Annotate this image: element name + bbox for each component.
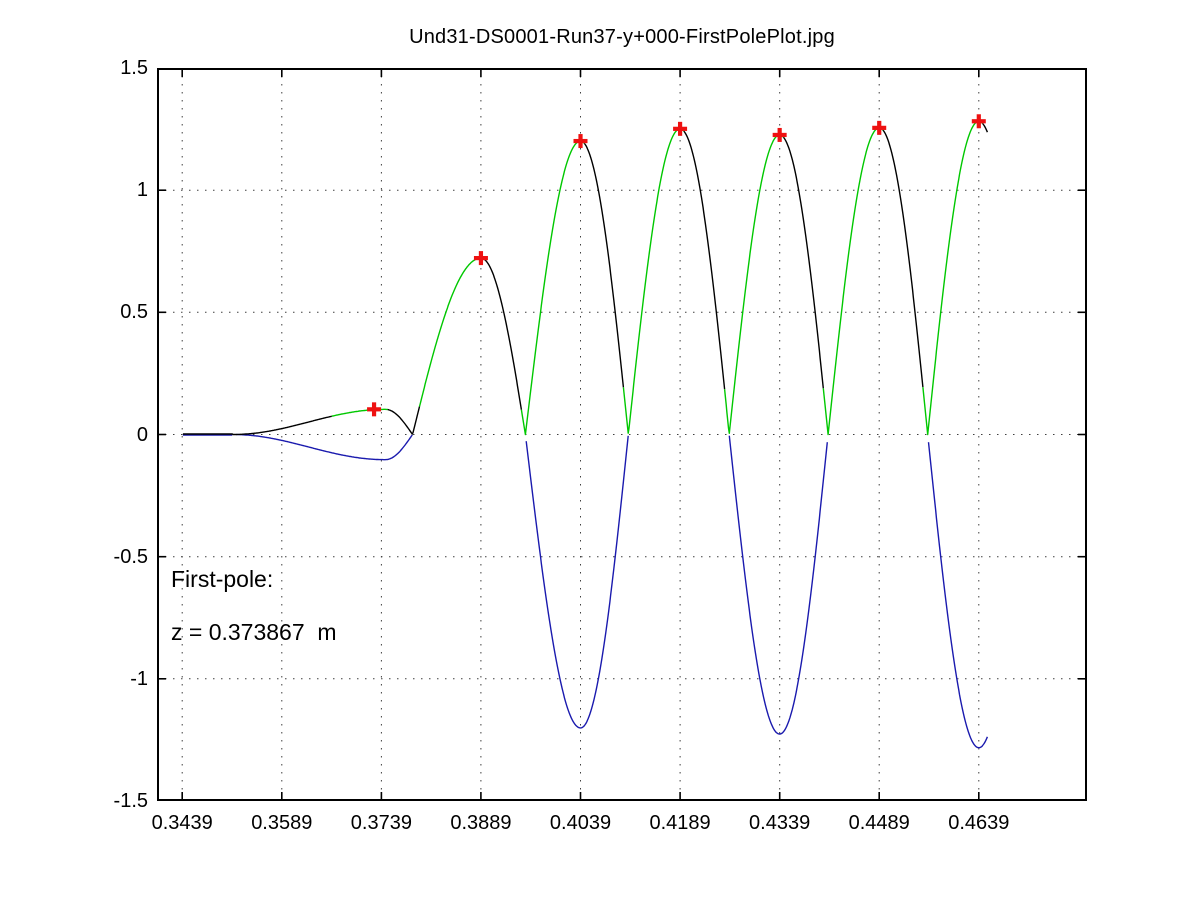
x-tick-label: 0.3889 [450,812,512,834]
x-tick-label: 0.4639 [948,812,1010,834]
x-tick-label: 0.4039 [549,812,612,834]
y-tick-label: 0 [136,423,148,446]
y-tick-label: -1 [130,667,148,690]
x-tick-label: 0.4339 [749,812,811,834]
y-tick-label: 0.5 [120,301,148,324]
x-tick-label: 0.4489 [848,812,910,834]
y-tick-label: 1.5 [120,57,148,79]
x-tick-label: 0.3739 [350,812,412,834]
x-tick-label: 0.3589 [251,812,313,834]
plot-canvas [157,68,1087,801]
plot-area: First-pole: z = 0.373867 m [157,68,1087,801]
y-tick-label: -1.5 [113,790,148,812]
plot-title: Und31-DS0001-Run37-y+000-FirstPolePlot.j… [409,26,835,48]
first-pole-annotation-label: First-pole: [171,566,274,592]
x-tick-label: 0.4189 [649,812,711,834]
y-tick-label: 1 [136,179,148,202]
x-tick-label: 0.3439 [151,812,213,834]
first-pole-annotation-value: z = 0.373867 m [171,619,337,645]
y-tick-label: -0.5 [113,545,148,568]
